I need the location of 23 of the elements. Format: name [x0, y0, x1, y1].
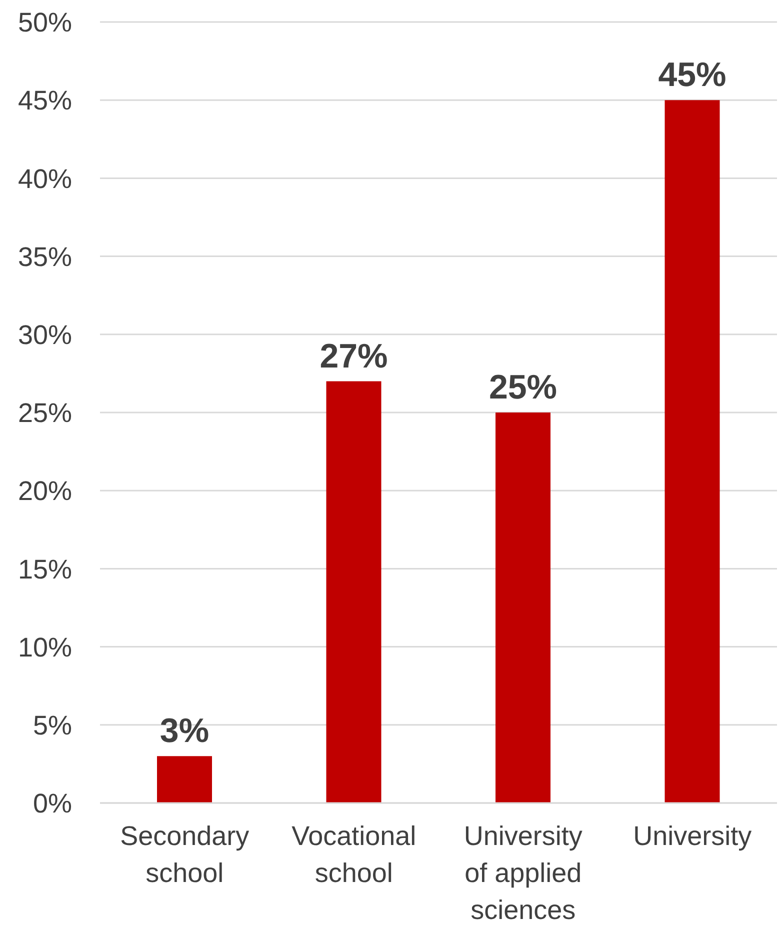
- bar: [664, 100, 720, 803]
- x-tick-label: Vocational school: [292, 821, 416, 888]
- bar: [326, 381, 382, 803]
- y-tick-label: 20%: [18, 476, 72, 506]
- y-tick-label: 0%: [32, 788, 72, 819]
- y-tick-label: 35%: [18, 242, 72, 272]
- data-label: 45%: [658, 56, 726, 94]
- x-tick-label: Secondary school: [120, 821, 250, 888]
- y-tick-label: 40%: [18, 164, 72, 194]
- data-label: 27%: [320, 337, 388, 376]
- y-tick-label: 30%: [18, 320, 72, 350]
- bar: [496, 412, 550, 803]
- x-tick-label: University: [633, 821, 752, 851]
- y-tick-label: 15%: [18, 554, 72, 584]
- y-tick-label: 50%: [18, 8, 72, 38]
- data-label: 3%: [160, 712, 210, 750]
- data-label: 25%: [488, 368, 558, 406]
- y-tick-label: 10%: [18, 632, 72, 662]
- y-tick-label: 25%: [18, 398, 72, 428]
- y-tick-label: 45%: [18, 86, 72, 116]
- y-tick-label: 5%: [32, 710, 72, 740]
- x-tick-label: University of applied sciences: [464, 821, 583, 925]
- bar: [157, 756, 212, 803]
